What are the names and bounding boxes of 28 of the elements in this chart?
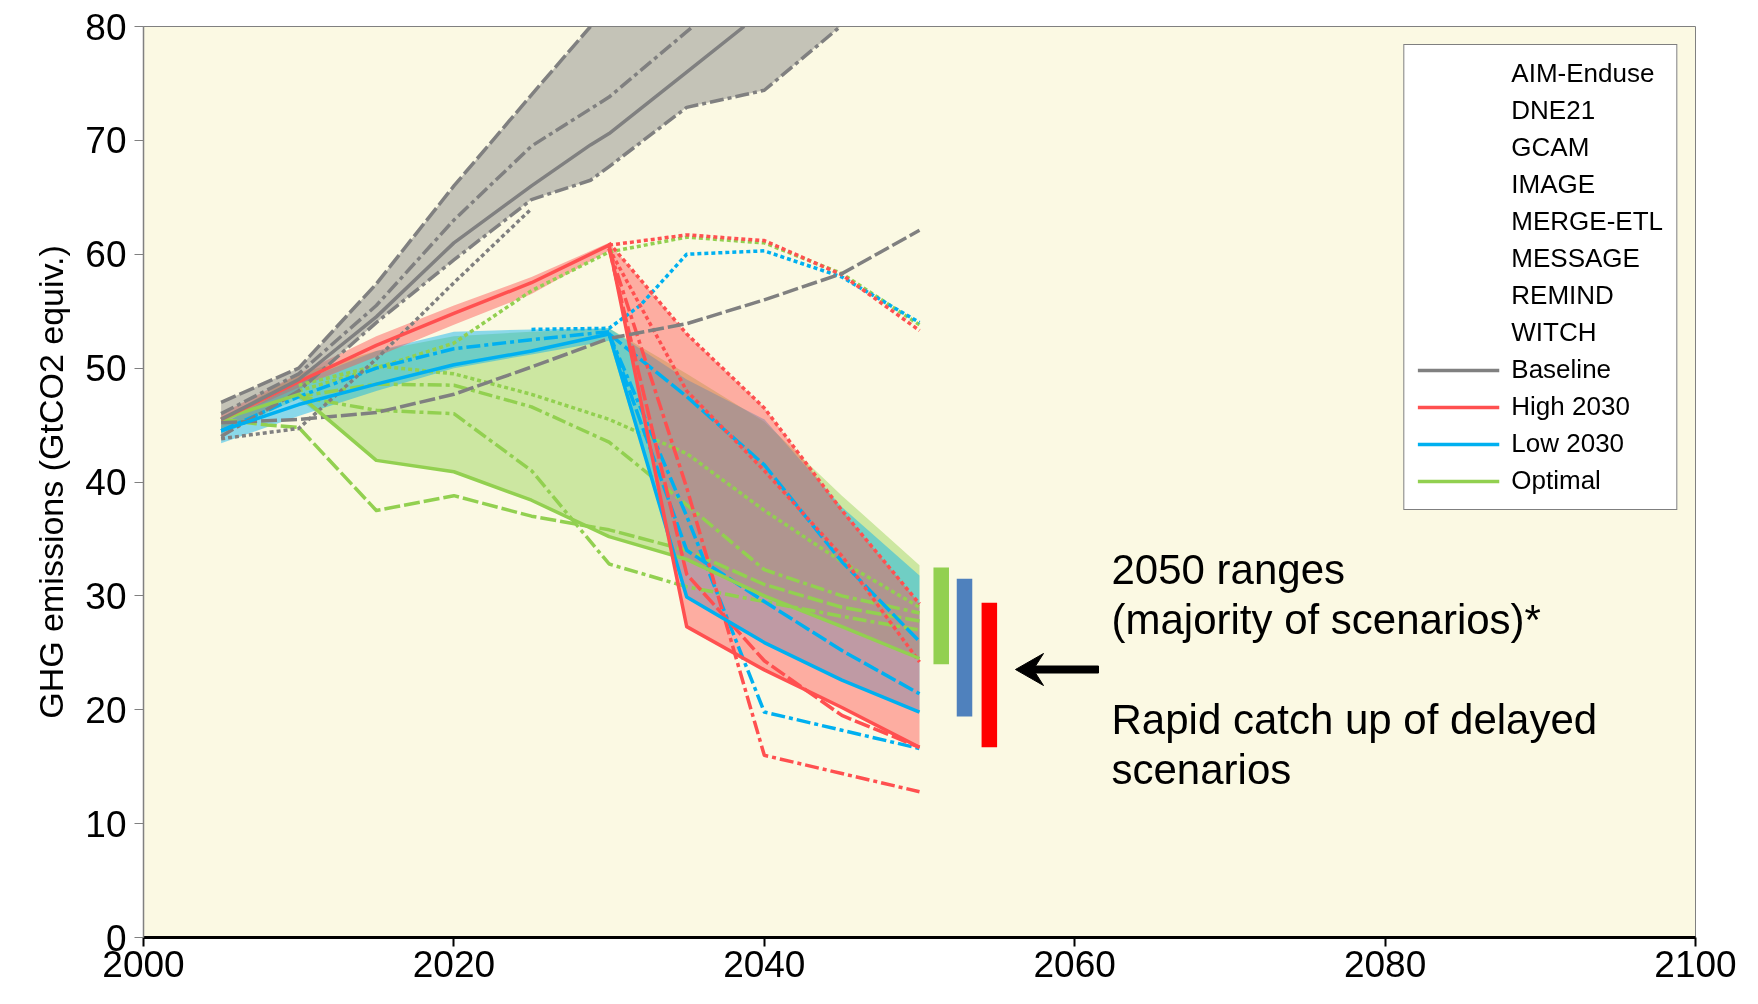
y-tick-label: 50 [85,348,127,390]
x-tick-label: 2060 [1033,943,1116,985]
y-tick-label: 40 [85,462,127,503]
y-tick-label: 80 [85,6,127,48]
x-tick-label: 2080 [1343,943,1427,985]
y-tick-label: 30 [85,575,127,617]
annotation: Rapid catch up of delayed scenarios [1111,696,1598,793]
text: WITCH [1511,317,1597,348]
x-tick-label: 2040 [723,943,806,985]
text: AIM-Enduse [1511,58,1655,89]
x-tick-label: 2100 [1654,943,1737,985]
text: MESSAGE [1511,243,1640,274]
text: GCAM [1511,132,1590,163]
text: REMIND [1511,280,1614,311]
legend-label: Low 2030 [1511,428,1625,459]
y-axis-title: GHG emissions (GtCO2 equiv.) [32,245,71,719]
y-tick-label: 20 [85,689,127,731]
x-tick-label: 2020 [412,943,496,985]
legend-label: Baseline [1511,354,1612,385]
legend-label: High 2030 [1511,391,1630,422]
y-tick-label: 70 [85,120,127,162]
y-tick-label: 60 [85,234,127,276]
legend-label: Optimal [1511,465,1601,496]
text: IMAGE [1511,169,1596,200]
text: MERGE-ETL [1511,206,1663,237]
text: DNE21 [1511,95,1596,126]
y-tick-label: 10 [85,803,127,845]
annotation: 2050 ranges (majority of scenarios)* [1111,546,1541,643]
